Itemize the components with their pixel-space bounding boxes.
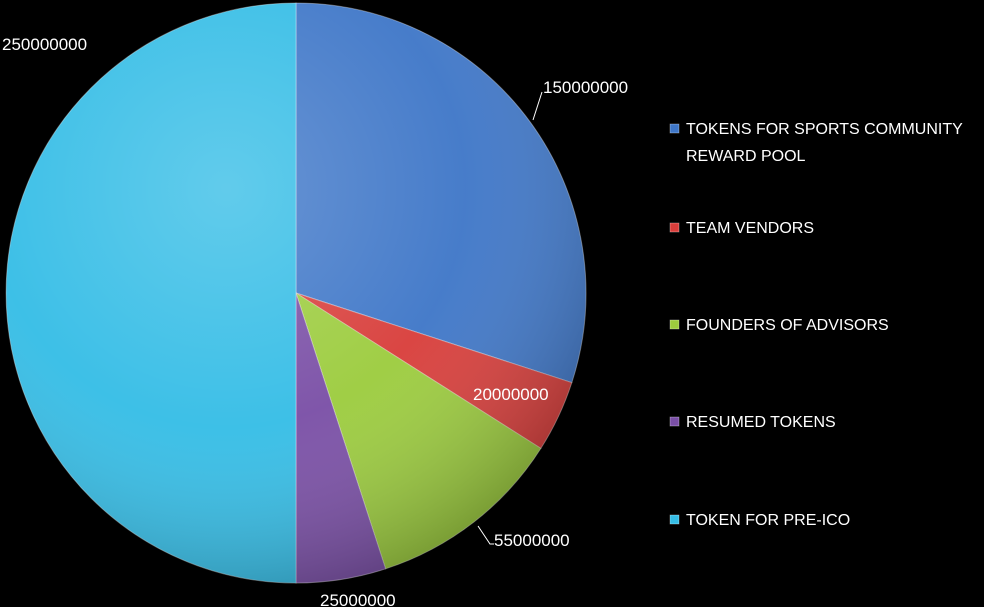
legend-item-tokens-for-sports-community-reward-pool: TOKENS FOR SPORTS COMMUNITY REWARD POOL: [669, 121, 963, 165]
legend-item-resumed-tokens: RESUMED TOKENS: [669, 414, 836, 431]
legend-swatch-resumed-tokens: [669, 416, 680, 427]
data-label-token-for-pre-ico: 250000000: [2, 35, 87, 54]
legend-swatch-founders-of-advisors: [669, 319, 680, 330]
legend-swatch-token-for-pre-ico: [669, 514, 680, 525]
legend-item-token-for-pre-ico: TOKEN FOR PRE-ICO: [669, 512, 850, 529]
leader-line-founders-of-advisors: [477, 525, 494, 545]
data-label-team-vendors: 20000000: [473, 385, 549, 404]
legend: TOKENS FOR SPORTS COMMUNITY REWARD POOL TE…: [669, 121, 963, 529]
legend-label-token-for-pre-ico: TOKEN FOR PRE-ICO: [686, 512, 850, 529]
data-label-resumed-tokens: 25000000: [320, 591, 396, 607]
legend-label-team-vendors: TEAM VENDORS: [686, 220, 814, 237]
legend-item-team-vendors: TEAM VENDORS: [669, 220, 814, 237]
leader-lines: [477, 91, 543, 545]
legend-label-founders-of-advisors: FOUNDERS OF ADVISORS: [686, 317, 889, 334]
pie-slices: [5, 2, 587, 584]
legend-swatch-tokens-for-sports-community-reward-pool: [669, 123, 680, 134]
data-label-tokens-for-sports-community-reward-pool: 150000000: [543, 78, 628, 97]
legend-item-founders-of-advisors: FOUNDERS OF ADVISORS: [669, 317, 889, 334]
legend-label-tokens-for-sports-community-reward-pool: TOKENS FOR SPORTS COMMUNITY REWARD POOL: [686, 121, 963, 165]
legend-label-resumed-tokens: RESUMED TOKENS: [686, 414, 836, 431]
pie-slice-token-for-pre-ico: [5, 2, 297, 584]
data-labels: 150000000 20000000 55000000 25000000 2500000…: [2, 35, 628, 607]
leader-line-tokens-for-sports-community-reward-pool: [532, 91, 543, 121]
legend-swatch-team-vendors: [669, 222, 680, 233]
data-label-founders-of-advisors: 55000000: [494, 531, 570, 550]
